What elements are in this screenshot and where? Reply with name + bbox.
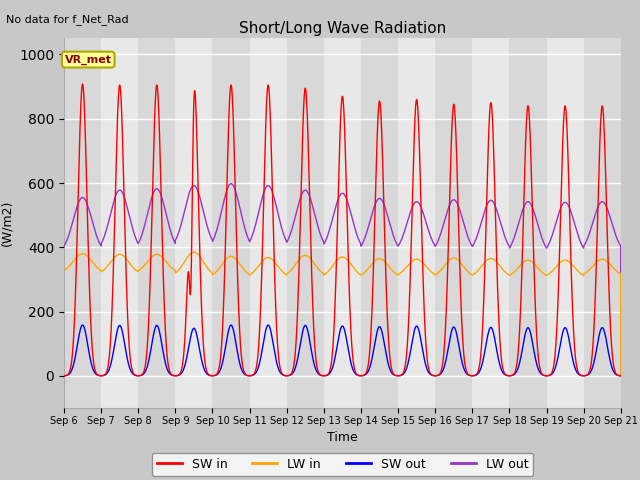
Y-axis label: (W/m2): (W/m2) — [1, 200, 13, 246]
Bar — [101, 38, 138, 408]
Bar — [509, 38, 547, 408]
Bar — [472, 38, 509, 408]
Bar — [175, 38, 212, 408]
Legend: SW in, LW in, SW out, LW out: SW in, LW in, SW out, LW out — [152, 453, 533, 476]
Bar — [212, 38, 250, 408]
Bar — [584, 38, 621, 408]
Bar — [324, 38, 361, 408]
Title: Short/Long Wave Radiation: Short/Long Wave Radiation — [239, 21, 446, 36]
Bar — [361, 38, 398, 408]
Bar — [287, 38, 324, 408]
Text: VR_met: VR_met — [65, 54, 112, 65]
Bar — [398, 38, 435, 408]
Bar — [250, 38, 287, 408]
Bar — [64, 38, 101, 408]
Text: No data for f_Net_Rad: No data for f_Net_Rad — [6, 14, 129, 25]
Bar — [138, 38, 175, 408]
X-axis label: Time: Time — [327, 431, 358, 444]
Bar — [547, 38, 584, 408]
Bar — [435, 38, 472, 408]
